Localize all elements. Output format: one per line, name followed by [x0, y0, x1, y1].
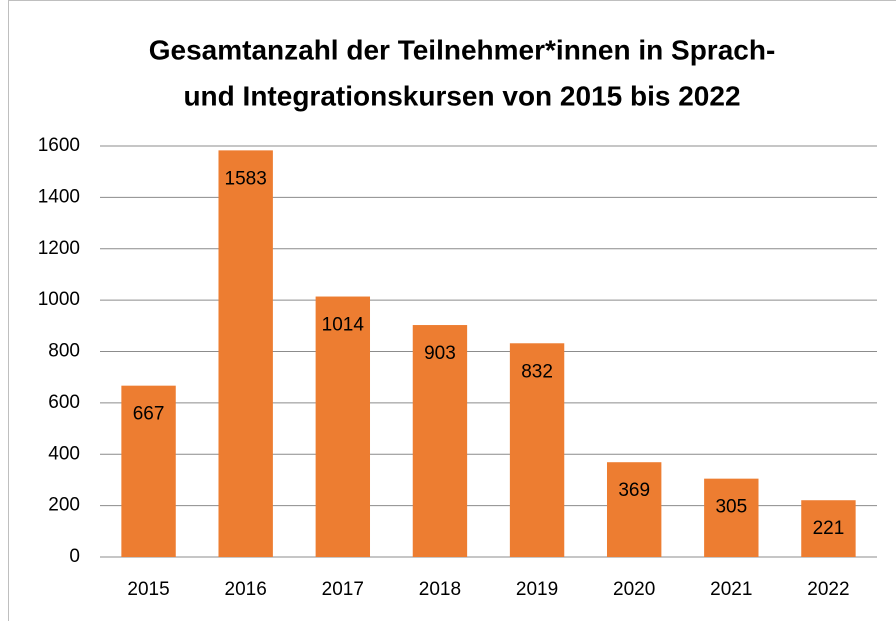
x-tick-label: 2017 — [322, 579, 364, 600]
data-label: 1583 — [225, 168, 267, 189]
y-tick-label: 600 — [48, 392, 80, 413]
bar — [412, 325, 468, 557]
bar — [606, 462, 662, 557]
y-tick-label: 800 — [48, 341, 80, 362]
data-label: 1014 — [322, 315, 365, 336]
chart-title: Gesamtanzahl der Teilnehmer*innen in Spr… — [149, 34, 776, 65]
x-tick-label: 2020 — [613, 579, 655, 600]
bar — [509, 343, 565, 557]
y-tick-label: 1600 — [38, 135, 80, 156]
x-tick-label: 2016 — [225, 579, 267, 600]
bar — [121, 385, 176, 557]
bar — [704, 478, 759, 557]
y-tick-label: 1000 — [38, 289, 80, 310]
bar — [801, 500, 856, 557]
x-tick-label: 2015 — [127, 579, 169, 600]
bar — [315, 296, 371, 557]
y-tick-label: 200 — [48, 495, 80, 516]
y-tick-label: 0 — [69, 546, 80, 567]
y-tick-label: 400 — [48, 443, 80, 464]
x-tick-label: 2018 — [419, 579, 461, 600]
data-label: 305 — [715, 497, 747, 518]
data-label: 369 — [618, 480, 650, 501]
y-tick-label: 1400 — [38, 186, 80, 207]
data-label: 903 — [424, 343, 456, 364]
x-tick-label: 2022 — [807, 579, 849, 600]
data-label: 832 — [521, 361, 553, 382]
chart-title: und Integrationskursen von 2015 bis 2022 — [183, 80, 740, 111]
x-tick-label: 2021 — [710, 579, 752, 600]
data-label: 667 — [133, 404, 165, 425]
data-label: 221 — [813, 518, 845, 539]
bar — [218, 150, 273, 557]
x-tick-label: 2019 — [516, 579, 558, 600]
y-tick-label: 1200 — [38, 238, 80, 259]
